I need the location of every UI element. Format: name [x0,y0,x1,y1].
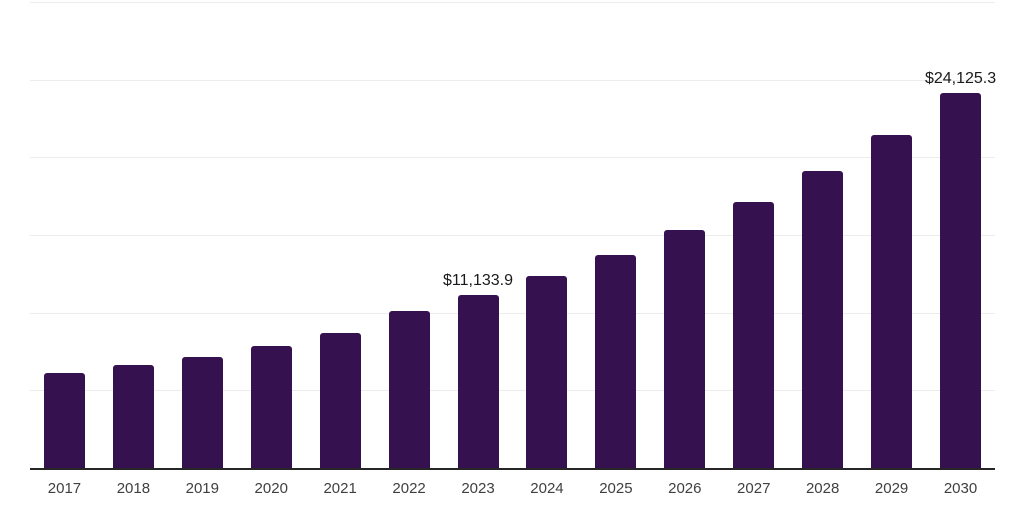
gridline-30000 [30,2,995,3]
x-tick-2029: 2029 [874,480,909,497]
x-tick-2024: 2024 [530,480,564,497]
x-tick-2023: 2023 [461,480,495,497]
value-label-2023: $11,133.9 [443,272,514,290]
bar-2017[interactable] [43,373,85,468]
bar-2030[interactable] [940,93,982,468]
bar-2027[interactable] [733,202,775,468]
plot-area: $11,133.9 $24,125.3 [30,2,996,470]
bar-2024[interactable] [526,276,568,468]
bar-2025[interactable] [595,255,637,468]
bar-2028[interactable] [802,170,844,468]
bar-2018[interactable] [112,365,154,468]
x-tick-2025: 2025 [599,480,633,497]
bar-2023[interactable] [457,295,499,468]
gridline-10000 [30,312,995,314]
bar-2026[interactable] [664,230,706,468]
x-tick-2018: 2018 [116,480,151,497]
x-tick-2021: 2021 [323,480,357,497]
value-label-2030: $24,125.3 [924,70,997,88]
x-tick-2019: 2019 [185,480,219,497]
bar-2029[interactable] [871,134,913,468]
x-tick-2020: 2020 [254,480,288,497]
x-tick-2027: 2027 [737,480,771,497]
bar-2021[interactable] [319,332,361,468]
x-tick-2022: 2022 [392,480,426,497]
gridline-25000 [30,79,995,81]
bar-2022[interactable] [388,310,430,468]
x-axis: 2017 2018 2019 2020 2021 2022 2023 2024 2025 2026… [30,479,995,501]
gridline-20000 [30,157,995,159]
bar-2019[interactable] [181,356,223,468]
x-tick-2017: 2017 [47,480,82,497]
x-tick-2026: 2026 [668,480,702,497]
x-tick-2028: 2028 [805,480,840,497]
gridline-5000 [30,390,995,392]
bar-2020[interactable] [250,345,292,468]
x-tick-2030: 2030 [943,480,978,497]
gridline-15000 [30,235,995,236]
